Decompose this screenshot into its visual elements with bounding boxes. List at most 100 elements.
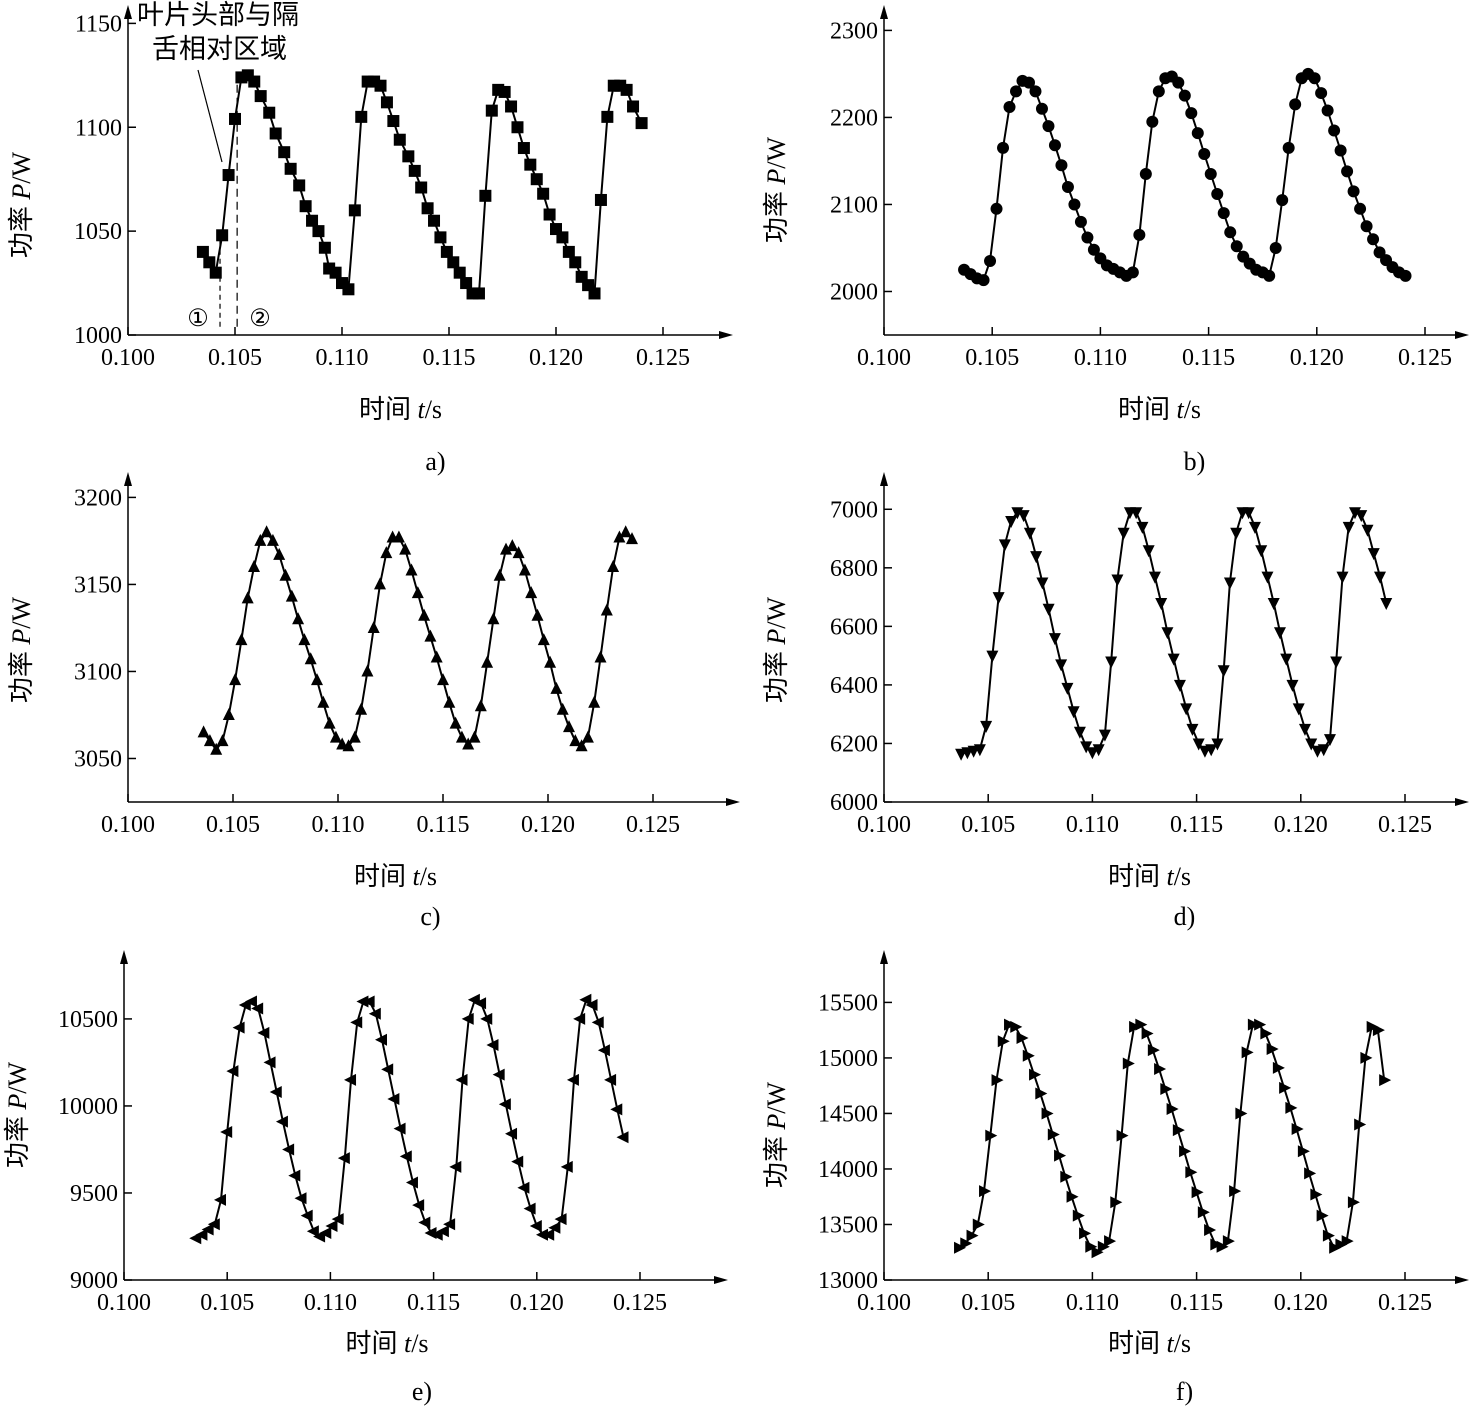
data-point-triangle-up [437,673,449,686]
data-point-triangle-right [1010,1020,1023,1033]
data-point-circle [1230,240,1243,253]
data-point-triangle-left [220,1126,233,1139]
data-point-circle [1347,185,1360,198]
data-point-triangle-down [1230,527,1243,540]
data-point-triangle-down [1023,527,1036,540]
data-point-square [627,100,640,113]
data-point-circle [1269,241,1282,254]
data-point-triangle-left [375,1033,387,1046]
data-point-triangle-up [468,730,481,743]
data-point-square [562,245,575,258]
data-point-triangle-down [1217,665,1230,678]
data-point-triangle-right [1060,1170,1073,1183]
data-point-triangle-left [282,1143,295,1156]
x-axis-label: 时间 t/s [345,1329,428,1358]
x-tick-label: 0.120 [1290,345,1344,371]
data-point-circle [1152,85,1165,98]
data-point-triangle-down [1292,703,1305,716]
data-point-triangle-down [1036,577,1049,590]
data-point-triangle-left [474,997,487,1010]
data-point-circle [1048,139,1061,152]
data-point-triangle-up [462,737,475,750]
panel-label: e) [412,1377,432,1406]
data-point-triangle-up [588,695,601,708]
data-point-triangle-left [548,1221,561,1234]
x-tick-label: 0.115 [1182,345,1235,371]
data-point-triangle-right [1285,1101,1298,1114]
data-point-circle [1224,226,1237,239]
data-point-triangle-right [1279,1081,1292,1094]
data-point-circle [1289,98,1302,111]
x-tick-label: 0.100 [857,812,911,838]
data-point-triangle-left [362,995,375,1008]
data-point-square [380,96,393,109]
x-tick-label: 0.125 [1378,1290,1432,1316]
y-axis-arrow-icon [880,950,888,964]
panel-label: b) [1184,447,1206,476]
data-point-triangle-left [610,1103,623,1116]
data-point-triangle-down [1261,571,1274,584]
data-point-triangle-down [1355,510,1368,523]
x-tick-label: 0.125 [1398,345,1452,371]
data-point-triangle-left [381,1063,394,1076]
data-point-triangle-down [1186,723,1199,736]
x-tick-label: 0.120 [1274,812,1328,838]
data-point-triangle-left [486,1039,499,1052]
data-point-triangle-right [1354,1118,1367,1131]
data-point-triangle-down [992,592,1005,605]
chart-panel-2: 0.100 0.105 0.110 0.115 0.120 0.125 2000 2100 22… [762,5,1469,476]
data-point-triangle-left [604,1073,617,1086]
data-point-square [440,245,453,258]
data-point-circle [1354,202,1367,215]
data-point-square [329,266,342,279]
data-point-square [530,173,543,186]
data-point-square [556,231,569,244]
data-point-triangle-right [1154,1063,1167,1076]
data-point-triangle-right [1035,1087,1048,1100]
data-point-triangle-up [443,695,456,708]
x-axis-arrow-icon [719,331,733,339]
data-point-circle [1282,141,1295,154]
data-point-triangle-left [412,1199,425,1212]
data-point-square [306,214,319,227]
data-point-triangle-right [1229,1185,1242,1198]
data-point-square [374,79,387,92]
y-tick-label: 3100 [74,659,122,685]
y-tick-label: 10000 [58,1094,118,1120]
data-point-triangle-up [449,716,462,729]
y-tick-label: 3050 [74,746,122,772]
data-point-triangle-left [294,1192,307,1205]
data-point-triangle-right [1329,1241,1342,1254]
y-tick-label: 6600 [830,614,878,640]
data-point-triangle-right [985,1129,998,1142]
data-point-triangle-left [480,1012,493,1025]
data-point-triangle-right [1104,1235,1117,1248]
data-point-triangle-right [1129,1020,1142,1033]
data-point-square [601,110,614,123]
y-tick-label: 13000 [818,1268,878,1294]
data-point-circle [1146,115,1159,128]
x-tick-label: 0.110 [1066,812,1119,838]
data-point-triangle-up [619,525,632,538]
data-point-triangle-right [1310,1188,1323,1201]
data-point-triangle-right [1379,1074,1392,1087]
data-point-triangle-left [449,1160,462,1173]
data-point-circle [1172,76,1185,89]
x-tick-label: 0.115 [407,1290,460,1316]
data-point-triangle-right [1041,1107,1054,1120]
data-point-triangle-up [493,568,506,581]
chart-panel-1: 0.100 0.105 0.110 0.115 0.120 0.125 1000 1050 11… [7,0,733,476]
data-point-triangle-up [600,603,613,616]
y-tick-label: 15500 [818,990,878,1016]
data-point-triangle-left [560,1160,573,1173]
data-point-triangle-left [244,995,257,1008]
data-point-triangle-right [1147,1044,1160,1057]
data-point-triangle-down [1180,703,1193,716]
y-axis-label: 功率 P/W [7,596,36,703]
data-point-triangle-left [325,1220,338,1233]
data-point-square [284,162,297,175]
y-axis-arrow-icon [880,5,888,19]
data-point-square [318,241,331,254]
data-point-triangle-right [1216,1240,1229,1253]
data-point-circle [1211,188,1224,201]
